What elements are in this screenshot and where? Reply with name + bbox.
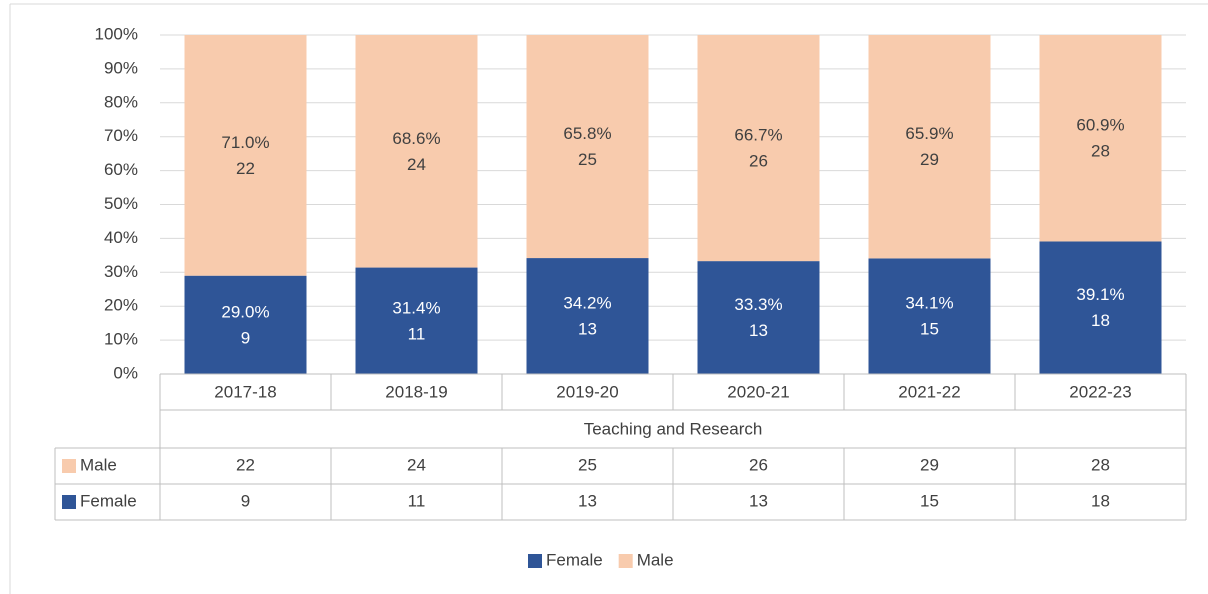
y-tick-label: 10% — [104, 330, 138, 349]
table-cell: 11 — [408, 491, 426, 510]
y-tick-label: 30% — [104, 262, 138, 281]
bar-segment — [697, 261, 820, 374]
bar-segment — [184, 35, 307, 276]
table-cell: 29 — [920, 455, 939, 474]
bar-segment — [526, 258, 649, 374]
table-cell: 24 — [407, 455, 426, 474]
data-label-count: 29 — [920, 150, 939, 169]
data-label: 71.0% — [221, 133, 269, 152]
table-cell: 18 — [1091, 491, 1110, 510]
table-cell: 9 — [241, 491, 250, 510]
data-label-count: 13 — [749, 321, 768, 340]
table-cell: 25 — [578, 455, 597, 474]
y-tick-label: 80% — [104, 92, 138, 111]
data-label: 34.2% — [563, 294, 611, 313]
bar-segment — [526, 35, 649, 259]
data-label-count: 11 — [408, 324, 426, 343]
legend-label: Male — [637, 550, 674, 569]
bar-segment — [355, 267, 478, 374]
table-cell: 15 — [920, 491, 939, 510]
data-label: 65.9% — [905, 124, 953, 143]
bar-segment — [697, 35, 820, 262]
table-cell: 28 — [1091, 455, 1110, 474]
x-tick-label: 2022-23 — [1069, 382, 1131, 401]
data-label: 65.8% — [563, 124, 611, 143]
data-label-count: 25 — [578, 150, 597, 169]
bar-segment — [1039, 35, 1162, 242]
legend-label: Female — [546, 550, 603, 569]
y-tick-label: 90% — [104, 58, 138, 77]
table-cell: 22 — [236, 455, 255, 474]
data-label: 29.0% — [221, 302, 269, 321]
data-label: 68.6% — [392, 129, 440, 148]
legend-key — [528, 554, 542, 568]
table-legend-key — [62, 459, 76, 473]
bar-segment — [184, 275, 307, 374]
data-label-count: 26 — [749, 152, 768, 171]
data-label: 66.7% — [734, 126, 782, 145]
bar-segment — [1039, 241, 1162, 374]
table-cell: 13 — [749, 491, 768, 510]
data-label-count: 18 — [1091, 311, 1110, 330]
y-tick-label: 70% — [104, 126, 138, 145]
data-label-count: 9 — [241, 328, 250, 347]
table-row-label: Female — [80, 491, 137, 510]
y-tick-label: 20% — [104, 296, 138, 315]
table-row-label: Male — [80, 455, 117, 474]
data-label: 39.1% — [1076, 285, 1124, 304]
legend-key — [618, 554, 633, 568]
x-tick-label: 2018-19 — [385, 382, 447, 401]
y-tick-label: 50% — [104, 194, 138, 213]
y-tick-label: 40% — [104, 228, 138, 247]
x-tick-label: 2019-20 — [556, 382, 618, 401]
table-cell: 26 — [749, 455, 768, 474]
table-legend-key — [62, 495, 76, 509]
data-label-count: 13 — [578, 320, 597, 339]
data-label: 34.1% — [905, 294, 953, 313]
x-tick-label: 2017-18 — [214, 382, 276, 401]
y-tick-label: 60% — [104, 160, 138, 179]
y-tick-label: 100% — [95, 24, 138, 43]
bar-segment — [868, 258, 991, 374]
x-tick-label: 2021-22 — [898, 382, 960, 401]
group-label: Teaching and Research — [584, 419, 763, 438]
data-label: 60.9% — [1076, 116, 1124, 135]
data-label-count: 28 — [1091, 142, 1110, 161]
y-tick-label: 0% — [113, 363, 138, 382]
data-label-count: 22 — [236, 159, 255, 178]
table-cell: 13 — [578, 491, 597, 510]
bar-segment — [868, 35, 991, 259]
bar-segment — [355, 35, 478, 268]
x-tick-label: 2020-21 — [727, 382, 789, 401]
data-label: 31.4% — [392, 298, 440, 317]
data-label-count: 15 — [920, 320, 939, 339]
data-label: 33.3% — [734, 295, 782, 314]
data-label-count: 24 — [407, 155, 426, 174]
